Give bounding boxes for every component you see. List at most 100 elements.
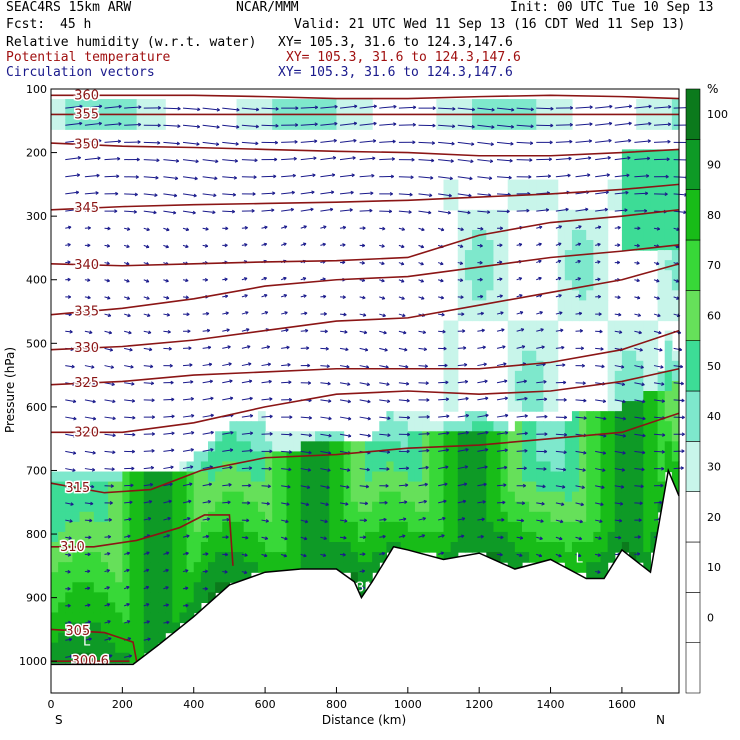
rh-cell [636, 240, 644, 251]
rh-cell [514, 370, 523, 382]
vector-arrowhead [347, 416, 352, 421]
vector-arrowhead [294, 139, 298, 144]
vector-arrowhead [570, 106, 574, 110]
vector-arrowhead [622, 416, 627, 421]
circulation-vector [339, 519, 348, 522]
circulation-vector [320, 450, 332, 454]
rh-cell [536, 179, 545, 191]
rh-cell [643, 531, 652, 543]
rh-cell [450, 521, 459, 533]
rh-cell [250, 421, 259, 432]
rh-cell [507, 401, 516, 412]
vector-arrowhead [94, 208, 98, 213]
vector-arrowhead [430, 176, 434, 180]
rh-cell [150, 592, 159, 603]
circulation-vector [614, 192, 629, 195]
vector-arrowhead [424, 364, 428, 369]
rh-cell [215, 511, 223, 523]
circulation-vector [398, 416, 410, 419]
rh-cell [343, 99, 352, 110]
vector-arrowhead [362, 535, 367, 540]
rh-cell [600, 421, 609, 432]
fcst-value: 45 h [60, 17, 92, 32]
rh-cell [143, 119, 152, 130]
circulation-vector [595, 157, 611, 161]
rh-cell [522, 451, 530, 463]
rh-cell [58, 622, 66, 634]
vector-arrowhead [452, 106, 456, 111]
vector-arrowhead [440, 278, 444, 283]
rh-cell [307, 552, 316, 563]
vector-arrowhead [205, 534, 210, 539]
circulation-vector [595, 468, 606, 472]
colorbar-tick-label: 30 [707, 461, 721, 474]
rh-cell [122, 99, 131, 110]
rh-cell [600, 552, 609, 563]
rh-cell [450, 360, 459, 372]
rh-cell [122, 602, 131, 614]
vector-arrowhead [350, 190, 354, 195]
circulation-vector [320, 140, 337, 143]
rh-cell [129, 511, 138, 523]
circulation-vector [182, 414, 195, 418]
rh-cell [215, 542, 223, 553]
rh-cell [65, 572, 74, 583]
circulation-vector [516, 159, 533, 161]
rh-cell [108, 99, 116, 110]
circulation-vector [398, 484, 409, 487]
rh-cell [51, 622, 59, 634]
vector-arrowhead [597, 242, 601, 247]
rh-cell [664, 209, 673, 221]
vector-arrowhead [598, 536, 602, 540]
rh-cell [65, 552, 74, 563]
circulation-vector [516, 107, 534, 111]
rh-cell [464, 451, 473, 463]
rh-cell [393, 511, 402, 523]
rh-cell [614, 421, 623, 432]
rh-cell [514, 552, 523, 563]
rh-cell [486, 300, 495, 312]
rh-cell [100, 542, 109, 553]
vector-arrowhead [449, 176, 453, 181]
rh-cell [536, 330, 545, 342]
rh-cell [629, 521, 637, 533]
terrain-surface-line [51, 467, 680, 666]
rh-cell [564, 491, 573, 503]
vector-arrowhead [79, 121, 83, 126]
rh-cell [550, 401, 559, 412]
y-axis-label: Pressure (hPa) [3, 347, 17, 433]
rh-cell [136, 612, 145, 624]
vector-arrowhead [233, 175, 238, 180]
vector-arrowhead [210, 448, 214, 452]
rh-cell [464, 270, 473, 281]
vector-arrowhead [443, 346, 447, 351]
rh-cell [457, 209, 466, 221]
rh-cell [564, 421, 573, 432]
vector-arrowhead [403, 517, 407, 522]
circulation-vector [222, 141, 239, 145]
circulation-vector [104, 347, 113, 351]
circulation-vector [143, 483, 153, 487]
vector-arrowhead [346, 364, 350, 369]
rh-cell [514, 350, 523, 362]
rh-cell [436, 461, 445, 473]
circulation-vector [516, 141, 533, 144]
circulation-vector [104, 175, 120, 178]
vector-arrowhead [126, 551, 131, 556]
circulation-vector [398, 193, 413, 196]
vector-arrowhead [190, 430, 195, 435]
rh-cell [58, 582, 66, 593]
circulation-vector [477, 431, 489, 435]
rh-cell [643, 521, 652, 533]
rh-cell [72, 622, 81, 634]
rh-cell [193, 602, 202, 614]
rh-cell [500, 431, 509, 442]
rh-cell [571, 471, 580, 483]
rh-cell [100, 99, 109, 110]
vector-arrowhead [502, 500, 506, 505]
rh-cell [200, 582, 209, 593]
vector-arrowhead [550, 123, 554, 128]
vector-arrowhead [334, 121, 338, 126]
rh-cell [307, 531, 316, 543]
vector-arrowhead [657, 313, 661, 318]
